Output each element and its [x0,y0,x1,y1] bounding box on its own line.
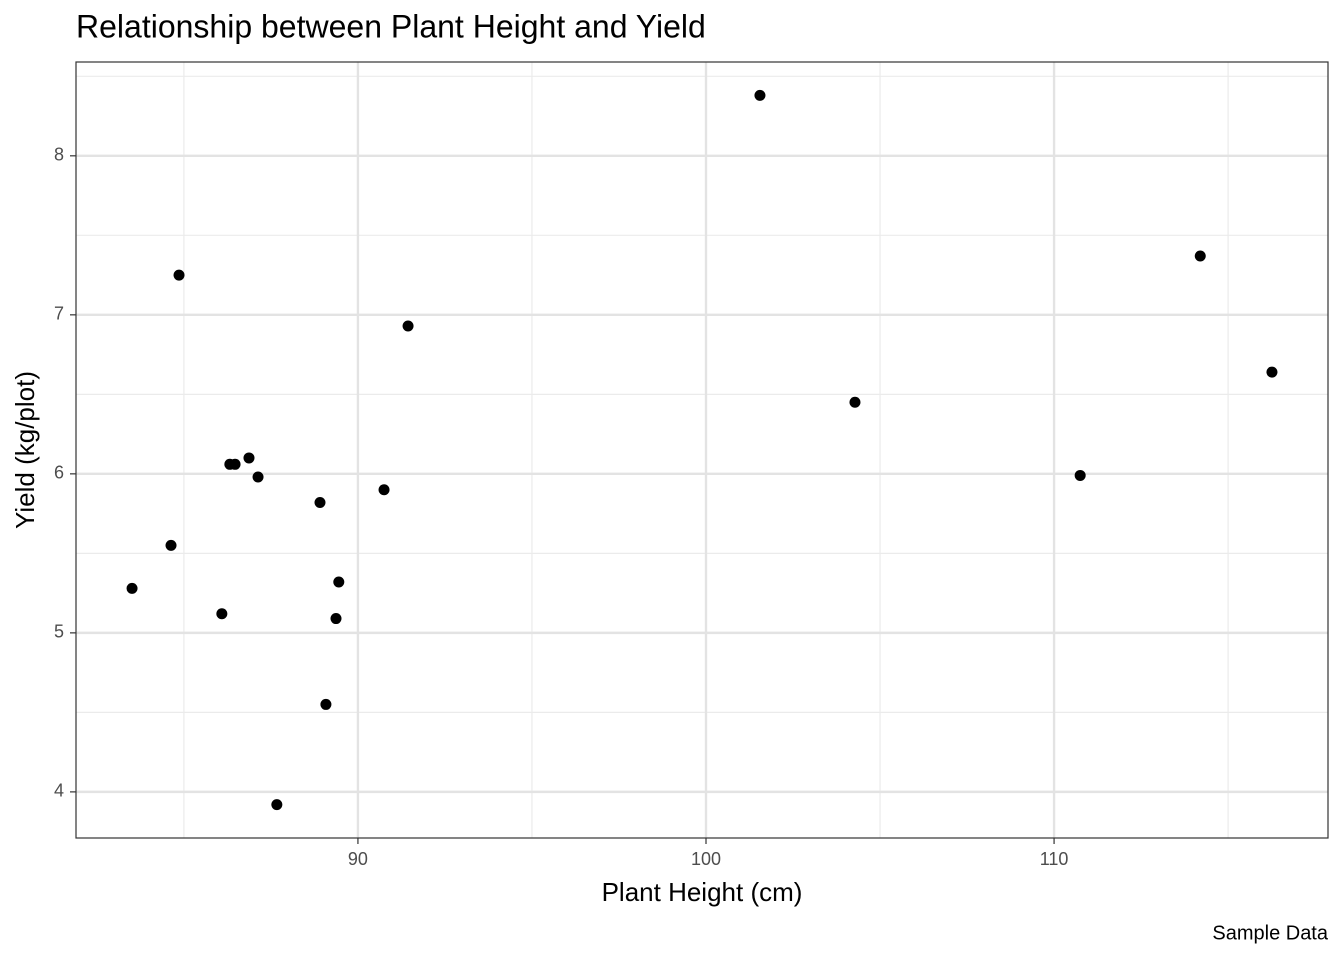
point [271,799,283,811]
point [1194,250,1206,262]
point [754,89,766,101]
point [333,576,345,588]
point [252,471,264,483]
y-tick-label: 8 [54,145,64,165]
panel-border [75,61,1329,839]
point [1266,366,1278,378]
point [216,608,228,620]
y-tick-label: 6 [54,463,64,483]
point [1074,469,1086,481]
point [849,396,861,408]
x-tick-label: 100 [691,849,721,869]
point [378,484,390,496]
point [402,320,414,332]
point [165,539,177,551]
point [330,613,342,625]
point [243,452,255,464]
point [173,269,185,281]
x-axis-label: Plant Height (cm) [602,877,803,907]
point [126,582,138,594]
point [229,458,241,470]
x-tick-label: 90 [348,849,368,869]
y-axis-label: Yield (kg/plot) [10,371,40,529]
x-tick-label: 110 [1040,849,1069,869]
point [314,496,326,508]
caption: Sample Data [1212,922,1328,944]
y-tick-label: 5 [54,622,64,642]
point [320,698,332,710]
y-tick-label: 4 [54,781,64,801]
chart-title: Relationship between Plant Height and Yi… [76,8,706,44]
y-tick-label: 7 [54,304,64,324]
